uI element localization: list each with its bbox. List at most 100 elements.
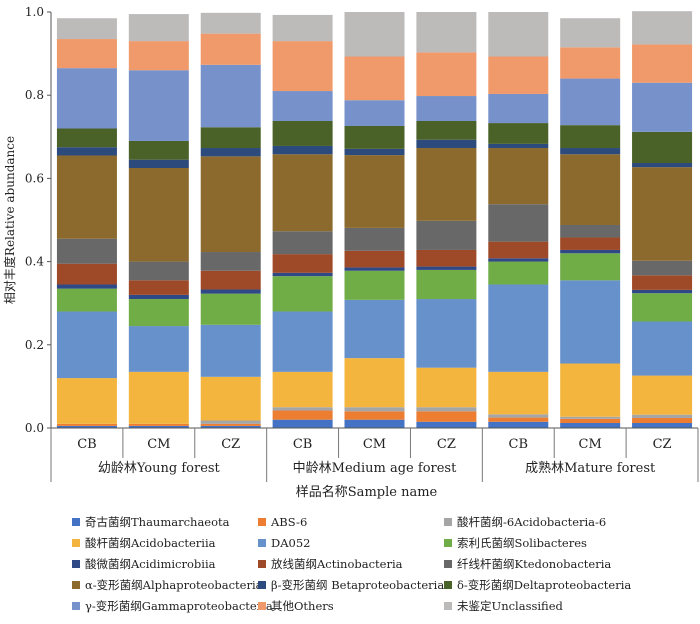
bar-segment	[128, 280, 189, 295]
y-tick-label: 1.0	[25, 5, 44, 19]
bar-segment	[128, 294, 189, 300]
bar-segment	[344, 299, 405, 359]
bar-segment	[56, 18, 117, 40]
bar-segment	[560, 249, 621, 254]
x-tick-label: CZ	[221, 437, 240, 452]
bar-segment	[344, 250, 405, 268]
x-tick-label: CB	[77, 437, 97, 452]
bar-segment	[632, 321, 693, 376]
bar-segment	[488, 414, 549, 418]
bar-segment	[200, 425, 261, 428]
bar-segment	[344, 125, 405, 149]
x-tick-label: CB	[509, 437, 529, 452]
y-tick-label: 0.6	[25, 171, 44, 185]
bar-segment	[488, 204, 549, 242]
legend-item: DA052	[258, 533, 310, 553]
bar-segment	[632, 275, 693, 290]
bar-segment	[272, 419, 333, 428]
legend-swatch	[444, 539, 452, 547]
bar-segment	[344, 411, 405, 420]
bar-segment	[128, 159, 189, 168]
bar-segment	[632, 163, 693, 168]
bar-segment	[344, 227, 405, 251]
bar-segment	[488, 143, 549, 149]
legend-item: α-变形菌纲Alphaproteobacteria	[72, 575, 263, 595]
bar-segment	[200, 252, 261, 271]
bar-segment	[416, 96, 477, 121]
group-label: 幼龄林Young forest	[98, 461, 221, 476]
bar-segment	[488, 123, 549, 144]
legend-label: 酸杆菌纲-6Acidobacteria-6	[457, 515, 607, 529]
y-tick-label: 0.8	[25, 88, 44, 102]
bar-segment	[488, 417, 549, 422]
bar-segment	[344, 407, 405, 412]
bar-segment	[488, 93, 549, 124]
bar-segment	[56, 378, 117, 424]
bar-segment	[56, 311, 117, 379]
legend-swatch	[72, 560, 80, 568]
bar-segment	[632, 418, 693, 424]
bar-segment	[200, 33, 261, 65]
bar-segment	[56, 128, 117, 148]
bar-segment	[344, 155, 405, 228]
legend-item: 酸杆菌纲-6Acidobacteria-6	[444, 512, 606, 532]
bar-segment	[272, 154, 333, 232]
bar-segment	[200, 156, 261, 253]
bar-segment	[128, 41, 189, 71]
bar-segment	[200, 148, 261, 157]
y-tick-label: 0.0	[25, 421, 44, 435]
bar-segment	[488, 421, 549, 428]
bar-segment	[128, 261, 189, 281]
bar-segment	[272, 410, 333, 420]
bar-segment	[128, 425, 189, 428]
bar-segment	[128, 168, 189, 262]
legend-swatch	[258, 539, 266, 547]
bar-segment	[344, 358, 405, 408]
bar-segment	[128, 14, 189, 42]
legend-label: 未鉴定Unclassified	[457, 599, 563, 613]
legend-swatch	[444, 602, 452, 610]
bar-segment	[488, 258, 549, 262]
group-label: 成熟林Mature forest	[525, 460, 656, 476]
legend-label: 放线菌纲Actinobacteria	[271, 557, 403, 571]
bar-segment	[56, 39, 117, 69]
bar-segment	[560, 154, 621, 225]
bar-segment	[128, 299, 189, 327]
bar-segment	[416, 52, 477, 97]
bar-segment	[200, 64, 261, 128]
bar-segment	[560, 363, 621, 417]
bar-segment	[344, 419, 405, 428]
bar-segment	[560, 253, 621, 281]
legend-swatch	[72, 518, 80, 526]
bar-segment	[272, 276, 333, 312]
bar-segment	[56, 155, 117, 239]
bar-segment	[200, 127, 261, 149]
legend-item: δ-变形菌纲Deltaproteobacteria	[444, 575, 631, 595]
bar-segment	[632, 260, 693, 276]
legend-label: δ-变形菌纲Deltaproteobacteria	[457, 578, 632, 592]
bar-segment	[200, 423, 261, 426]
bar-segment	[488, 241, 549, 259]
bar-segment	[416, 367, 477, 408]
bar-segment	[272, 41, 333, 92]
bar-segment	[56, 147, 117, 156]
legend-label: 奇古菌纲Thaumarchaeota	[85, 515, 230, 529]
bar-segment	[416, 249, 477, 267]
legend-label: 纤线杆菌纲Ktedonobacteria	[457, 557, 612, 571]
bar-segment	[632, 414, 693, 419]
x-tick-label: CM	[147, 437, 170, 452]
bar-segment	[632, 375, 693, 415]
bar-segment	[416, 139, 477, 149]
bar-segment	[56, 238, 117, 264]
bar-segment	[632, 293, 693, 322]
legend-label: β-变形菌纲 Betaproteobacteria	[271, 578, 445, 592]
bar-segment	[416, 12, 477, 53]
bar-segment	[56, 284, 117, 289]
legend-label: ABS-6	[271, 515, 308, 529]
x-tick-label: CM	[363, 437, 386, 452]
bar-segment	[560, 418, 621, 424]
y-tick-label: 0.2	[25, 338, 44, 352]
bar-segment	[272, 272, 333, 277]
legend-label: 其他Others	[271, 599, 334, 613]
